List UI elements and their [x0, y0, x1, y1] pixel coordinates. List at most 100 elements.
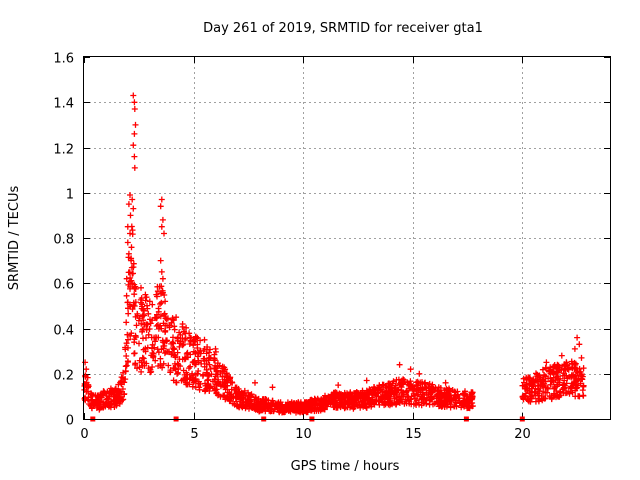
data-point — [322, 392, 328, 399]
data-point — [131, 284, 138, 291]
data-point — [430, 384, 436, 391]
data-point — [195, 350, 202, 357]
data-point — [129, 227, 136, 234]
y-tick-label: 0.8 — [53, 233, 74, 248]
data-point — [359, 397, 366, 404]
data-point — [180, 328, 187, 335]
data-point — [231, 387, 238, 393]
data-point — [127, 212, 134, 219]
data-point — [356, 393, 363, 400]
data-point — [144, 302, 150, 309]
data-point — [171, 323, 178, 330]
data-point — [553, 394, 559, 401]
data-point — [206, 349, 212, 356]
data-point — [453, 395, 460, 402]
data-point — [174, 370, 181, 377]
data-point — [262, 396, 269, 403]
data-point — [142, 291, 149, 298]
data-point — [371, 401, 378, 408]
data-point — [538, 380, 545, 386]
data-point — [282, 402, 289, 409]
data-point — [129, 306, 136, 313]
data-point — [434, 387, 441, 394]
data-point — [532, 377, 539, 384]
data-point — [540, 376, 547, 383]
data-point — [542, 384, 549, 391]
data-point — [524, 395, 531, 402]
data-point — [214, 380, 220, 387]
data-point — [549, 377, 556, 384]
data-point — [416, 370, 423, 377]
tick-labels: 0 0.2 0.4 0.6 0.8 1 1.2 1.4 1.6 0 5 10 15 20 — [53, 52, 530, 443]
data-point — [196, 386, 203, 393]
data-point — [290, 403, 297, 410]
data-point — [128, 244, 135, 251]
data-point — [213, 390, 220, 397]
data-point — [438, 403, 445, 410]
data-point — [138, 320, 145, 327]
data-point — [543, 359, 550, 366]
data-point — [162, 298, 169, 305]
data-point — [368, 403, 375, 410]
data-point — [161, 292, 168, 298]
data-point — [430, 401, 436, 408]
data-point — [136, 340, 142, 347]
data-point — [123, 353, 130, 359]
data-point — [138, 368, 145, 375]
data-point — [534, 390, 541, 397]
data-point — [302, 401, 309, 408]
chart-title: Day 261 of 2019, SRMTID for receiver gta… — [203, 21, 483, 36]
data-point — [574, 334, 581, 341]
data-point — [179, 356, 186, 363]
data-point — [192, 333, 199, 340]
data-point — [95, 394, 102, 401]
y-tick-label: 0.6 — [53, 278, 74, 293]
data-point — [406, 398, 413, 405]
data-point — [522, 382, 529, 388]
data-point — [204, 346, 210, 353]
data-point — [408, 401, 415, 408]
data-point — [146, 298, 153, 305]
data-point — [143, 326, 150, 333]
data-point — [146, 326, 153, 332]
data-point — [332, 390, 338, 397]
data-point — [519, 382, 526, 389]
data-point — [107, 401, 114, 408]
data-point — [124, 239, 131, 246]
data-point — [211, 357, 217, 364]
data-point — [123, 340, 130, 347]
data-point — [128, 330, 135, 337]
data-point — [544, 389, 550, 396]
data-point — [180, 341, 187, 348]
data-point — [206, 354, 213, 361]
data-point — [236, 402, 243, 408]
data-point — [125, 201, 132, 208]
data-point — [413, 381, 420, 388]
data-point — [547, 367, 554, 373]
data-point — [158, 268, 165, 275]
data-point — [398, 384, 405, 391]
data-point — [147, 316, 153, 323]
data-point — [132, 361, 139, 368]
data-point — [212, 386, 219, 393]
data-point — [226, 398, 233, 405]
data-point — [104, 395, 111, 402]
data-point — [134, 312, 141, 319]
data-point — [158, 223, 165, 230]
data-point — [131, 130, 138, 137]
data-point — [566, 373, 573, 380]
data-point — [379, 391, 386, 398]
data-point — [559, 386, 566, 393]
data-point — [194, 345, 201, 351]
data-point — [140, 326, 147, 332]
data-point — [163, 338, 170, 345]
data-point — [248, 404, 255, 411]
data-point — [155, 325, 162, 332]
data-point — [131, 350, 138, 357]
data-point — [190, 342, 197, 349]
data-point — [394, 387, 401, 394]
data-point — [157, 301, 163, 307]
data-point — [348, 396, 355, 403]
data-point — [211, 385, 218, 392]
x-tick-label: 5 — [190, 427, 198, 442]
